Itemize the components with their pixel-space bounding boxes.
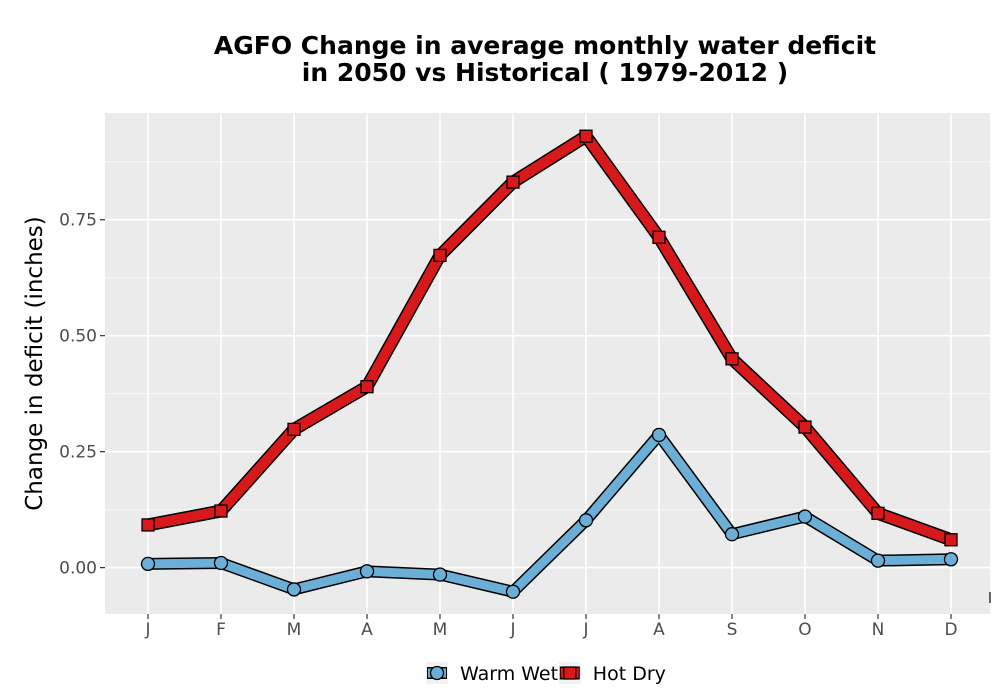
data-point-circle: [651, 427, 667, 443]
data-point-circle: [432, 567, 448, 582]
data-point-circle: [578, 513, 594, 528]
data-point-circle: [359, 564, 375, 579]
data-point-square: [287, 422, 301, 437]
x-tick-label: J: [582, 620, 588, 640]
chart-title-line-2: in 2050 vs Historical ( 1979-2012 ): [301, 58, 789, 87]
y-axis: 0.00 0.25 0.50 0.75: [59, 211, 105, 579]
data-point-circle: [140, 556, 156, 572]
data-point-square: [214, 504, 228, 518]
series-line: [143, 131, 956, 545]
data-point-circle: [943, 552, 959, 567]
data-point-square: [871, 506, 885, 520]
data-point-square: [141, 518, 155, 532]
data-point-square: [944, 533, 958, 547]
legend-key-circle: [429, 665, 445, 681]
data-point-square: [652, 230, 666, 244]
plot-panel: [105, 113, 990, 614]
data-point-square: [506, 175, 520, 189]
data-point-circle: [724, 527, 740, 542]
y-tick-label: 0.25: [59, 443, 97, 463]
x-tick-label: A: [361, 620, 373, 640]
x-tick-label: M: [287, 620, 302, 640]
data-point-circle: [870, 553, 886, 568]
y-tick-label: 0.75: [59, 211, 97, 231]
legend: Warm Wet Hot Dry: [426, 662, 666, 685]
x-tick-label: O: [798, 620, 811, 640]
y-axis-title: Change in deficit (inches): [22, 216, 48, 511]
data-point-circle: [213, 555, 229, 571]
data-point-circle: [286, 582, 302, 597]
data-point-square: [725, 352, 739, 366]
x-tick-label: N: [872, 620, 885, 640]
x-tick-label: S: [727, 620, 738, 640]
legend-label: Hot Dry: [593, 663, 666, 685]
x-tick-label: D: [944, 620, 957, 640]
x-tick-label: M: [433, 620, 448, 640]
data-point-circle: [505, 584, 521, 599]
x-tick-label: F: [216, 620, 226, 640]
legend-key-square: [563, 666, 577, 680]
series-line: [143, 430, 956, 597]
x-tick-label: J: [144, 620, 150, 640]
data-point-square: [360, 380, 374, 394]
data-point-square: [579, 129, 593, 143]
series-layer: [140, 129, 991, 603]
data-point-square: [798, 420, 812, 434]
y-tick-label: 0.00: [59, 559, 97, 579]
x-tick-label: A: [653, 620, 665, 640]
y-tick-label: 0.50: [59, 327, 97, 347]
chart-title-line-1: AGFO Change in average monthly water def…: [213, 31, 877, 60]
data-point-square: [433, 248, 447, 263]
data-point-circle: [797, 509, 813, 524]
x-tick-label: J: [509, 620, 515, 640]
legend-label: Warm Wet: [460, 663, 558, 685]
